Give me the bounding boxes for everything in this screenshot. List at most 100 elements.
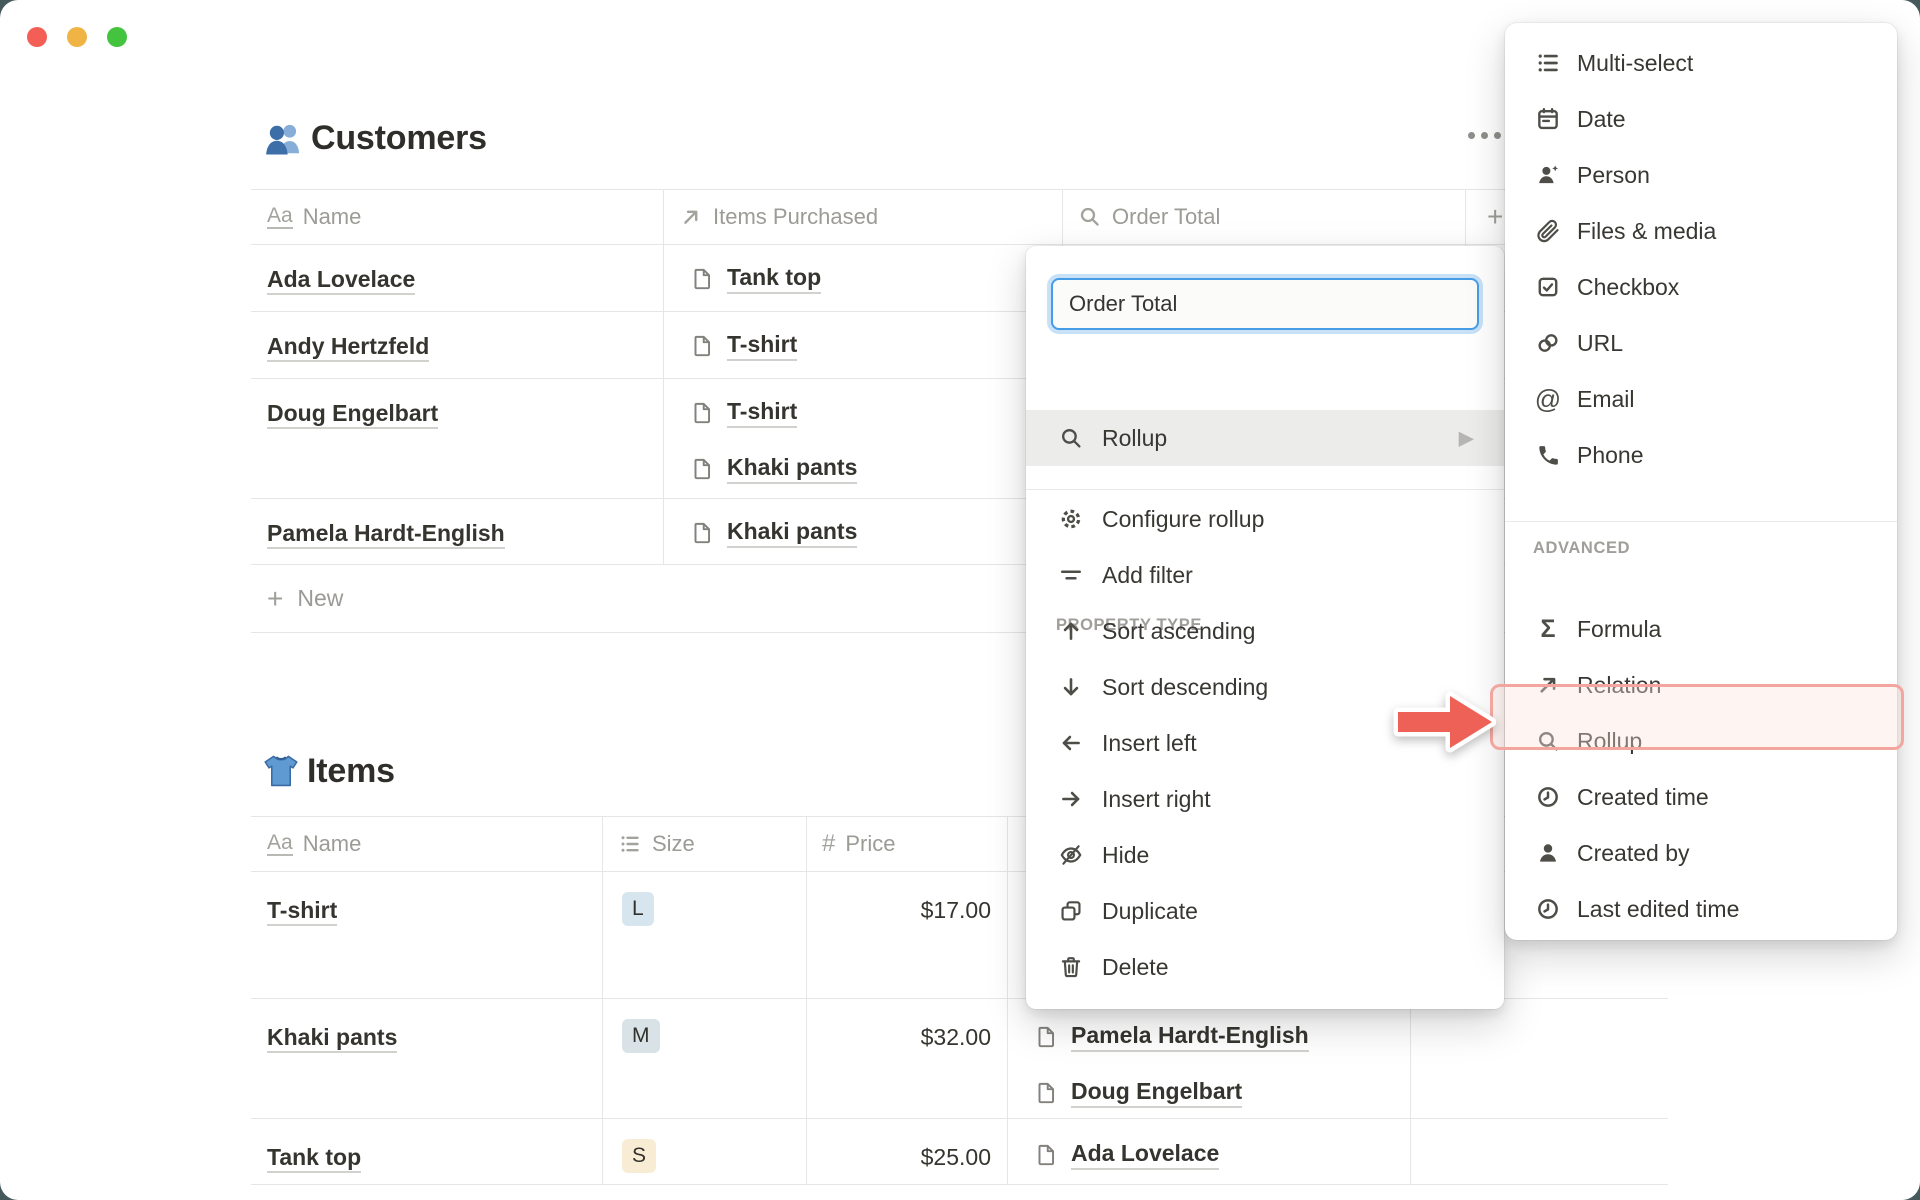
items-purchased-cell: T-shirt bbox=[663, 312, 1062, 378]
arrow-up-icon bbox=[1056, 618, 1086, 644]
type-item-multi-select[interactable]: Multi-select bbox=[1505, 35, 1897, 91]
menu-item-add-filter[interactable]: Add filter bbox=[1026, 547, 1504, 603]
column-header-order-total[interactable]: Order Total bbox=[1062, 190, 1465, 244]
customers-db-title: Customers bbox=[311, 118, 487, 157]
page-icon bbox=[689, 456, 715, 482]
table-row[interactable]: Tank top S $25.00 Ada Lovelace bbox=[251, 1119, 1668, 1185]
page-icon bbox=[689, 400, 715, 426]
column-divider bbox=[806, 816, 807, 1185]
customers-table: Aa Name Items Purchased Order Total + bbox=[251, 189, 1668, 633]
page-link[interactable]: Doug Engelbart bbox=[1071, 1078, 1243, 1108]
property-type-section-label: PROPERTY TYPE bbox=[1056, 616, 1202, 634]
page-link[interactable]: Ada Lovelace bbox=[267, 266, 416, 295]
menu-divider bbox=[1505, 521, 1897, 522]
type-item-checkbox[interactable]: Checkbox bbox=[1505, 259, 1897, 315]
page-link[interactable]: Khaki pants bbox=[267, 1024, 398, 1053]
table-row[interactable]: Ada Lovelace Tank top bbox=[251, 245, 1668, 312]
type-item-date[interactable]: Date bbox=[1505, 91, 1897, 147]
minimize-window-button[interactable] bbox=[67, 27, 87, 47]
table-row[interactable]: Khaki pants M $32.00 Pamela Hardt-Englis… bbox=[251, 999, 1668, 1119]
items-purchased-cell: Khaki pants bbox=[663, 499, 1062, 564]
zoom-window-button[interactable] bbox=[107, 27, 127, 47]
column-header-name[interactable]: Aa Name bbox=[251, 817, 602, 871]
table-row[interactable]: Doug Engelbart T-shirt Khaki pants bbox=[251, 379, 1668, 499]
page-link[interactable]: T-shirt bbox=[267, 897, 338, 926]
table-row[interactable]: Andy Hertzfeld T-shirt bbox=[251, 312, 1668, 379]
type-item-created-by[interactable]: Created by bbox=[1505, 825, 1897, 881]
menu-item-hide[interactable]: Hide bbox=[1026, 827, 1504, 883]
menu-item-duplicate[interactable]: Duplicate bbox=[1026, 883, 1504, 939]
size-tag[interactable]: L bbox=[622, 892, 654, 926]
page-link[interactable]: T-shirt bbox=[727, 331, 798, 361]
column-label: Name bbox=[302, 831, 362, 856]
type-item-url[interactable]: URL bbox=[1505, 315, 1897, 371]
eye-off-icon bbox=[1056, 842, 1086, 868]
page-icon bbox=[689, 520, 715, 546]
page-link[interactable]: Khaki pants bbox=[727, 518, 858, 548]
property-type-current-rollup[interactable]: Rollup ▶ bbox=[1026, 410, 1504, 466]
name-cell: Doug Engelbart bbox=[251, 379, 663, 498]
person-icon bbox=[1533, 162, 1563, 188]
type-item-phone[interactable]: Phone bbox=[1505, 427, 1897, 483]
type-item-person[interactable]: Person bbox=[1505, 147, 1897, 203]
column-header-size[interactable]: Size bbox=[602, 817, 806, 871]
new-row-button[interactable]: + New bbox=[251, 565, 1668, 633]
size-tag[interactable]: S bbox=[622, 1139, 657, 1173]
trash-icon bbox=[1056, 954, 1086, 980]
page-icon bbox=[1033, 1142, 1059, 1168]
paperclip-icon bbox=[1533, 218, 1563, 244]
type-item-files-media[interactable]: Files & media bbox=[1505, 203, 1897, 259]
new-row-label: New bbox=[297, 585, 344, 611]
column-label: Order Total bbox=[1112, 204, 1221, 229]
customers-table-header: Aa Name Items Purchased Order Total + bbox=[251, 189, 1668, 245]
menu-item-sort-descending[interactable]: Sort descending bbox=[1026, 659, 1504, 715]
name-cell: Tank top bbox=[251, 1119, 602, 1184]
table-row[interactable]: T-shirt L $17.00 bbox=[251, 872, 1668, 999]
page-link[interactable]: Pamela Hardt-English bbox=[1071, 1022, 1309, 1052]
name-cell: T-shirt bbox=[251, 872, 602, 998]
page-link[interactable]: Pamela Hardt-English bbox=[267, 520, 505, 549]
tshirt-emoji-icon bbox=[261, 751, 301, 791]
page-link[interactable]: Tank top bbox=[727, 264, 822, 294]
close-window-button[interactable] bbox=[27, 27, 47, 47]
filter-icon bbox=[1056, 562, 1086, 588]
table-row[interactable]: Pamela Hardt-English Khaki pants bbox=[251, 499, 1668, 565]
type-item-created-time[interactable]: Created time bbox=[1505, 769, 1897, 825]
menu-item-insert-left[interactable]: Insert left bbox=[1026, 715, 1504, 771]
column-header-name[interactable]: Aa Name bbox=[251, 190, 663, 244]
menu-item-delete[interactable]: Delete bbox=[1026, 939, 1504, 995]
type-item-last-edited-time[interactable]: Last edited time bbox=[1505, 881, 1897, 937]
menu-item-sort-ascending[interactable]: Sort ascending bbox=[1026, 603, 1504, 659]
customers-relation-cell: Pamela Hardt-English Doug Engelbart bbox=[1007, 999, 1410, 1118]
column-header-price[interactable]: # Price bbox=[806, 817, 1007, 871]
rollup-highlight-annotation bbox=[1490, 684, 1904, 750]
more-options-button[interactable] bbox=[1468, 132, 1501, 139]
type-item-last-edited-by[interactable]: Last edited by bbox=[1505, 937, 1897, 940]
clock-icon bbox=[1533, 784, 1563, 810]
page-link[interactable]: Ada Lovelace bbox=[1071, 1140, 1220, 1170]
size-cell: M bbox=[602, 999, 806, 1118]
type-item-formula[interactable]: Σ Formula bbox=[1505, 601, 1897, 657]
checkbox-icon bbox=[1533, 274, 1563, 300]
text-type-icon: Aa bbox=[267, 204, 293, 229]
price-cell: $17.00 bbox=[920, 897, 991, 923]
advanced-section-label: ADVANCED bbox=[1533, 539, 1631, 557]
type-item-email[interactable]: @ Email bbox=[1534, 383, 1635, 414]
column-label: Items Purchased bbox=[713, 204, 879, 229]
menu-item-configure-rollup[interactable]: Configure rollup bbox=[1026, 491, 1504, 547]
page-link[interactable]: Andy Hertzfeld bbox=[267, 333, 430, 362]
menu-item-insert-right[interactable]: Insert right bbox=[1026, 771, 1504, 827]
magnifier-icon bbox=[1078, 205, 1102, 229]
price-cell: $25.00 bbox=[920, 1144, 991, 1170]
page-link[interactable]: Doug Engelbart bbox=[267, 400, 439, 429]
size-tag[interactable]: M bbox=[622, 1019, 660, 1053]
page-link[interactable]: T-shirt bbox=[727, 398, 798, 428]
add-property-button[interactable]: + bbox=[1465, 190, 1668, 244]
page-link[interactable]: Tank top bbox=[267, 1144, 362, 1173]
page-link[interactable]: Khaki pants bbox=[727, 454, 858, 484]
arrow-down-icon bbox=[1056, 674, 1086, 700]
property-name-input[interactable] bbox=[1051, 278, 1479, 330]
name-cell: Khaki pants bbox=[251, 999, 602, 1118]
column-header-items-purchased[interactable]: Items Purchased bbox=[663, 190, 1062, 244]
